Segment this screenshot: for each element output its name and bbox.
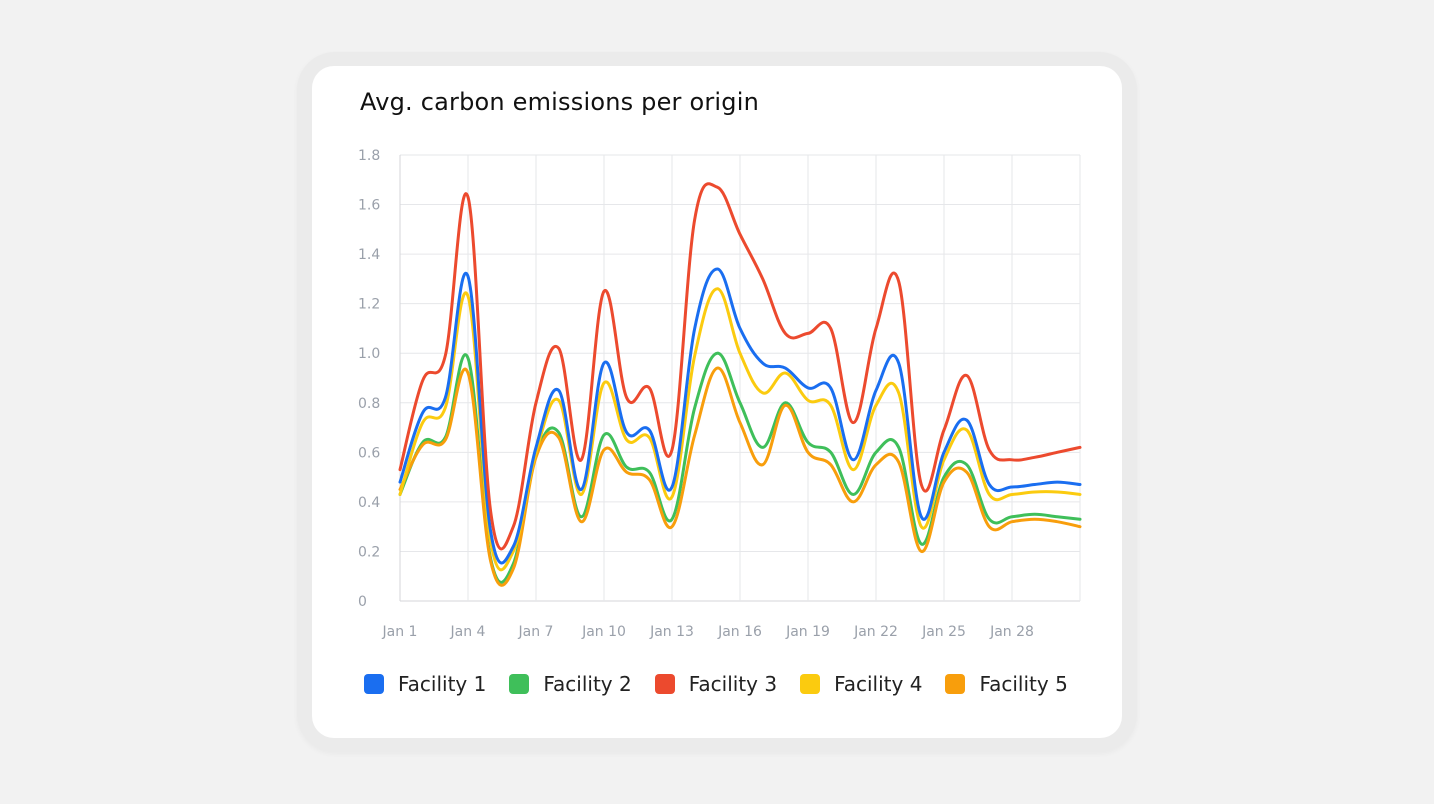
y-tick-label: 0.2 bbox=[358, 544, 380, 560]
legend-item: Facility 3 bbox=[654, 672, 778, 696]
legend-item: Facility 2 bbox=[509, 672, 632, 696]
x-tick-label: Jan 10 bbox=[581, 624, 626, 640]
legend-swatch bbox=[364, 674, 384, 694]
y-tick-label: 0.8 bbox=[358, 396, 380, 412]
x-tick-label: Jan 19 bbox=[785, 624, 830, 640]
x-tick-label: Jan 4 bbox=[450, 624, 486, 640]
legend-item: Facility 1 bbox=[364, 672, 486, 696]
y-tick-label: 1.4 bbox=[358, 247, 380, 263]
series-line-facility-4 bbox=[398, 287, 1082, 572]
x-tick-label: Jan 25 bbox=[921, 624, 966, 640]
legend-label: Facility 2 bbox=[543, 672, 632, 696]
line-chart: 0 0.2 0.4 0.6 0.8 1.0 1.2 1.4 1.6 1.8 Jan 1 Jan 4 Ja… bbox=[358, 148, 1082, 640]
series-line-facility-3 bbox=[398, 182, 1082, 551]
y-tick-label: 0.6 bbox=[358, 445, 380, 461]
y-tick-label: 1.2 bbox=[358, 297, 380, 313]
x-tick-label: Jan 1 bbox=[382, 624, 418, 640]
legend-swatch bbox=[800, 674, 821, 694]
x-tick-label: Jan 13 bbox=[649, 624, 694, 640]
series-line-facility-5 bbox=[398, 366, 1082, 587]
y-tick-label: 1.8 bbox=[358, 148, 380, 164]
legend-label: Facility 3 bbox=[688, 672, 778, 696]
legend-swatch bbox=[945, 674, 966, 694]
chart-legend: Facility 1 Facility 2 Facility 3 Facility 4… bbox=[364, 672, 1068, 696]
y-tick-label: 0 bbox=[358, 594, 367, 610]
legend-item: Facility 5 bbox=[945, 672, 1068, 696]
y-tick-label: 1.0 bbox=[358, 346, 380, 362]
chart-card: Avg. carbon emissions per origin 0 0.2 0.4… bbox=[312, 66, 1122, 738]
x-tick-label: Jan 28 bbox=[989, 624, 1034, 640]
chart-title: Avg. carbon emissions per origin bbox=[360, 88, 759, 116]
legend-swatch bbox=[654, 674, 675, 694]
x-tick-label: Jan 7 bbox=[518, 624, 554, 640]
x-tick-label: Jan 16 bbox=[717, 624, 762, 640]
legend-label: Facility 4 bbox=[834, 672, 923, 696]
x-tick-label: Jan 22 bbox=[853, 624, 898, 640]
series-line-facility-1 bbox=[398, 267, 1082, 565]
y-tick-label: 0.4 bbox=[358, 495, 380, 511]
legend-item: Facility 4 bbox=[800, 672, 922, 696]
legend-label: Facility 5 bbox=[979, 672, 1068, 696]
legend-label: Facility 1 bbox=[398, 672, 487, 696]
legend-swatch bbox=[509, 674, 530, 694]
y-tick-label: 1.6 bbox=[358, 198, 380, 214]
